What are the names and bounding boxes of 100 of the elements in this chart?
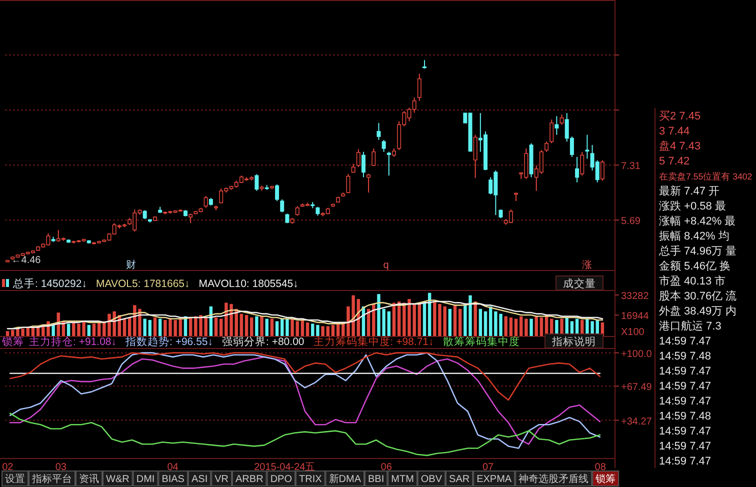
bar [534,316,538,336]
bar [290,318,294,336]
text: 强弱分界: +80.00 [222,336,304,348]
text: 在卖盘7.55位置有 3402 [659,171,752,182]
text: 振幅 8.42% 均 [659,230,730,242]
text: 14:59 7.47 [659,380,711,392]
text: 涨幅 +8.42% 最 [659,215,736,228]
text: MTM [391,474,414,485]
text: VR [214,474,229,485]
text: W&R [106,474,130,485]
bar [220,318,223,336]
bar [540,318,544,336]
bar [387,311,390,336]
text: 锁筹 [594,473,616,485]
series-label: 主力筹码集中度: +98.71↓ [313,335,434,348]
bar [520,316,523,336]
candlestick [280,198,284,213]
bar [72,322,76,336]
bar [524,318,528,336]
bar [52,324,55,336]
candlestick [376,122,381,140]
bar [122,318,126,336]
bar [6,331,10,336]
text: EXPMA [476,474,512,485]
annotation: ←4.46 [11,255,42,266]
text: 3 7.44 [659,125,690,138]
bar [509,318,513,336]
bar [128,318,132,336]
text: 5 7.42 [659,155,690,168]
candlestick [366,173,371,194]
bar [92,324,96,336]
text: MAVOL5: 1781665↓ [96,278,190,290]
candlestick [188,213,193,224]
text: DMI [136,474,155,485]
bar [316,324,320,336]
y-tick-label: 5.69 [621,216,641,228]
text: SAR [449,474,470,485]
text: 涨跌 +0.58 最 [659,200,726,212]
candlestick [382,139,386,152]
text: 港口航运 7.3 [659,319,722,332]
x-tick-label: 2015-04-24五 [254,462,316,473]
y-tick-label: 33282 [621,290,650,302]
bar [265,318,268,336]
annotation: q [383,260,389,271]
text: MAVOL10: 1805545↓ [198,278,298,290]
text: 散筹筹码集中度 [442,335,520,348]
bar [321,326,324,336]
text: 股本 30.76亿 流 [659,289,737,302]
text: ASI [191,474,208,485]
text: 盘4 7.43 [659,140,701,152]
bar [311,324,314,336]
text: 资讯 [79,473,99,485]
bar [11,330,14,336]
bar [244,315,248,336]
candlestick [550,119,554,144]
text: 新DMA [328,473,362,485]
bar [260,316,264,336]
bar [158,318,162,336]
annotation: 涨 [582,259,592,271]
y-tick-label: +34.27 [621,416,652,428]
text: BIAS [162,474,185,485]
bar [270,318,274,336]
bar [392,302,396,336]
bar [148,320,152,336]
candlestick [295,206,300,216]
y-tick-label: +100.0 [621,348,652,360]
text: 外盘 38.49万 内 [659,304,737,318]
text: 14:59 7.47 [659,425,711,438]
bar [87,324,90,336]
bar [331,324,335,336]
candlestick [361,151,366,178]
candlestick [346,173,350,194]
bar [286,318,289,336]
candlestick [417,73,422,102]
bar [255,316,258,336]
x-tick-label: 08 [594,462,606,473]
y-axis-title: X100 [621,327,645,338]
annotation: 指标说明 [551,336,596,348]
bar [240,314,244,336]
bar [188,318,192,336]
bar [153,318,157,336]
bar [453,305,457,336]
x-tick-label: 04 [167,462,179,473]
x-tick-label: 03 [55,462,67,473]
candlestick [356,148,360,168]
x-tick-label: 07 [482,462,494,473]
bar [178,318,182,336]
candlestick [580,151,584,176]
x-tick-label: 02 [2,462,14,473]
text: 主力持仓: +91.08↓ [29,335,116,348]
bar [306,322,310,336]
series-label: 指数趋势: +96.55↓ [124,335,213,348]
text: 设置 [5,473,25,485]
text: 买2 7.45 [659,110,701,122]
annotation: 财 [126,259,136,271]
candlestick [560,114,564,126]
candlestick [575,156,580,183]
text: 14:59 7.48 [659,410,711,422]
annotation: 成交量 [563,277,596,290]
bar [448,308,452,336]
